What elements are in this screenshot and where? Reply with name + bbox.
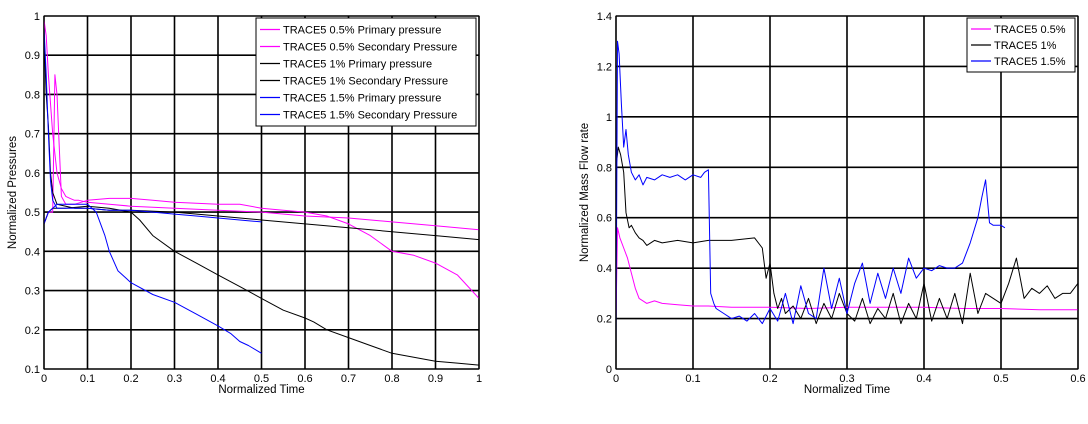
legend: TRACE5 0.5% Primary pressure TRACE5 0.5% … — [255, 17, 477, 127]
y-tick-label: 0.5 — [25, 207, 40, 219]
x-tick-label: 0.4 — [210, 373, 225, 385]
x-axis-label: Normalized Time — [218, 384, 304, 396]
y-tick-label: 0.3 — [25, 286, 40, 298]
y-tick-label: 0.6 — [597, 213, 612, 225]
legend: TRACE5 0.5% TRACE5 1% TRACE5 1.5% — [966, 17, 1076, 73]
x-tick-label: 0.5 — [254, 373, 269, 385]
legend-entry: TRACE5 1% Secondary Pressure — [283, 76, 448, 88]
y-tick-label: 0.4 — [25, 246, 40, 258]
y-tick-label: 1 — [34, 11, 40, 23]
x-tick-label: 0 — [613, 373, 619, 385]
x-tick-label: 0.3 — [839, 373, 854, 385]
axes-frame — [615, 15, 1079, 370]
series-group — [615, 40, 1079, 344]
y-tick-label: 0.8 — [597, 162, 612, 174]
chart-2: 0 0.1 0.2 0.3 0.4 0.5 0.6 0 0.2 0.4 0.6 0.8 1 1.2 1.4 N… — [579, 11, 1086, 396]
y-tick-label: 0.2 — [25, 325, 40, 337]
series-line-3 — [615, 40, 1006, 344]
legend-entry: TRACE5 0.5% Primary pressure — [283, 25, 441, 37]
x-tick-label: 0.5 — [993, 373, 1008, 385]
legend-entry: TRACE5 1.5% Secondary Pressure — [283, 110, 457, 122]
series-line-1 — [615, 227, 1078, 319]
legend-entry: TRACE5 1% — [994, 40, 1057, 52]
x-tick-label: 0.9 — [428, 373, 443, 385]
y-tick-label: 0.4 — [597, 263, 612, 275]
ticks: 0 0.1 0.2 0.3 0.4 0.5 0.6 0.7 0.8 0.9 10.10.20.30.… — [25, 11, 482, 385]
x-tick-label: 0.7 — [341, 373, 356, 385]
y-tick-label: 1 — [606, 112, 612, 124]
y-tick-label: 0.7 — [25, 129, 40, 141]
y-axis-label: Normalized Pressures — [7, 136, 19, 249]
legend-entry: TRACE5 1% Primary pressure — [283, 59, 432, 71]
legend-entry: TRACE5 0.5% — [994, 24, 1066, 36]
series-line-5 — [43, 27, 262, 223]
legend-entry: TRACE5 1.5% — [994, 56, 1066, 68]
chart-1: 0 0.1 0.2 0.3 0.4 0.5 0.6 0.7 0.8 0.9 10.10.20.30.… — [7, 11, 482, 396]
y-tick-label: 1.2 — [597, 61, 612, 73]
series-line-2 — [615, 146, 1079, 325]
y-tick-label: 0.6 — [25, 168, 40, 180]
y-tick-label: 0.1 — [25, 364, 40, 376]
legend-entry: TRACE5 0.5% Secondary Pressure — [283, 42, 457, 54]
x-tick-label: 0.2 — [762, 373, 777, 385]
x-tick-label: 0.2 — [123, 373, 138, 385]
series-line-6 — [43, 203, 262, 354]
y-tick-label: 0.9 — [25, 50, 40, 62]
x-tick-label: 0.6 — [297, 373, 312, 385]
ticks: 0 0.1 0.2 0.3 0.4 0.5 0.6 0 0.2 0.4 0.6 0.8 1 1.2 1.4 — [597, 11, 1086, 385]
axes-frame — [43, 15, 480, 370]
series-line-2 — [43, 74, 480, 299]
x-tick-label: 0.6 — [1070, 373, 1085, 385]
series-group — [43, 19, 480, 366]
x-tick-label: 0.4 — [916, 373, 931, 385]
x-tick-label: 0.1 — [685, 373, 700, 385]
y-tick-label: 0.8 — [25, 89, 40, 101]
legend-entry: TRACE5 1.5% Primary pressure — [283, 93, 441, 105]
y-axis-label: Normalized Mass Flow rate — [579, 123, 591, 262]
y-tick-label: 0.2 — [597, 314, 612, 326]
y-tick-label: 0 — [606, 364, 612, 376]
x-tick-label: 0 — [41, 373, 47, 385]
y-tick-label: 1.4 — [597, 11, 612, 23]
x-tick-label: 0.3 — [167, 373, 182, 385]
x-tick-label: 0.8 — [384, 373, 399, 385]
x-tick-label: 0.1 — [80, 373, 95, 385]
legend-box — [255, 17, 477, 127]
x-tick-label: 1 — [476, 373, 482, 385]
x-axis-label: Normalized Time — [804, 384, 890, 396]
